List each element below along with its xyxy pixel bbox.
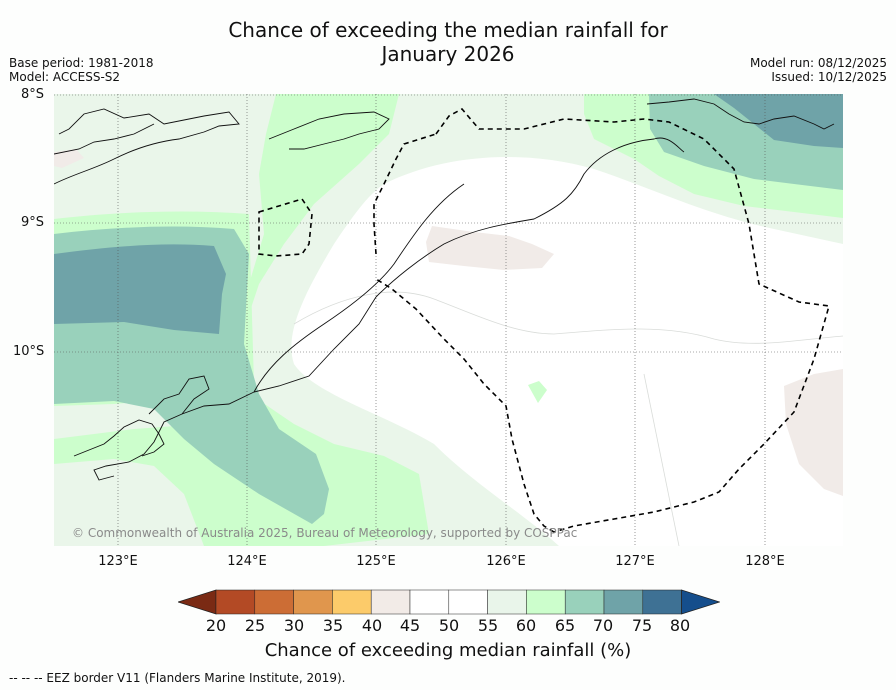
lon-label-123e: 123°E — [98, 554, 138, 569]
colorbar-label: Chance of exceeding median rainfall (%) — [264, 640, 632, 661]
coastline-sw-islands — [73, 419, 165, 457]
lon-label-127e: 127°E — [615, 554, 655, 569]
colorbar-segment — [409, 589, 450, 615]
colorbar-tick: 60 — [515, 616, 537, 635]
colorbar-tick: 70 — [592, 616, 614, 635]
issued-text: Issued: 10/12/2025 — [771, 70, 887, 84]
colorbar-tick: 55 — [477, 616, 499, 635]
coastline-north-islands-b — [54, 123, 155, 155]
colorbar-tick: 65 — [554, 616, 576, 635]
colorbar-tick: 80 — [669, 616, 691, 635]
base-period-text: Base period: 1981-2018 — [9, 56, 154, 70]
lat-label-9s: 9°S — [21, 215, 45, 230]
lon-label-125e: 125°E — [356, 554, 396, 569]
lon-label-128e: 128°E — [745, 554, 785, 569]
colorbar-segment — [642, 589, 682, 615]
eez-border-east — [435, 107, 831, 533]
title-line-1: Chance of exceeding the median rainfall … — [228, 18, 668, 42]
eez-footnote: -- -- -- EEZ border V11 (Flanders Marine… — [9, 671, 346, 685]
colorbar — [178, 589, 720, 615]
colorbar-tick: 35 — [322, 616, 344, 635]
coastline-north-islands — [54, 108, 240, 185]
band-60-65-blip — [528, 381, 547, 403]
eez-border-south — [375, 278, 555, 533]
lon-label-126e: 126°E — [486, 554, 526, 569]
band-40-45-patch-west — [54, 149, 84, 168]
eez-border-enclave — [258, 198, 313, 257]
colorbar-arrow-low — [178, 589, 217, 615]
colorbar-tick: 20 — [205, 616, 227, 635]
model-run-text: Model run: 08/12/2025 — [749, 56, 887, 70]
coastline-flores-east — [268, 111, 390, 150]
band-40-45-patch-center — [426, 226, 554, 270]
model-info: Base period: 1981-2018 Model: ACCESS-S2 — [9, 56, 154, 84]
graticule — [54, 94, 843, 546]
run-info: Model run: 08/12/2025 Issued: 10/12/2025 — [750, 56, 887, 84]
coastline-timor-east — [253, 183, 465, 393]
contour-line-b — [643, 373, 680, 546]
colorbar-segment — [526, 589, 566, 615]
lat-label-8s: 8°S — [21, 87, 45, 102]
band-40-45-patch-east — [784, 369, 843, 496]
colorbar-segment — [370, 589, 411, 615]
colorbar-tick: 45 — [399, 616, 421, 635]
colorbar-tick: 30 — [283, 616, 305, 635]
colorbar-tick: 25 — [244, 616, 266, 635]
coastline-west-islands — [148, 375, 210, 415]
colorbar-segment — [564, 589, 605, 615]
colorbar-tick: 75 — [631, 616, 653, 635]
eez-border — [258, 107, 831, 533]
colorbar-arrow-high — [681, 589, 720, 615]
colorbar-segment — [603, 589, 644, 615]
lat-label-10s: 10°S — [13, 344, 45, 359]
title-line-2: January 2026 — [381, 42, 515, 66]
contour-line-a — [293, 291, 843, 344]
map-title: Chance of exceeding the median rainfall … — [0, 18, 896, 66]
rainfall-map — [54, 94, 843, 546]
colorbar-segment — [487, 589, 527, 615]
copyright-notice: © Commonwealth of Australia 2025, Bureau… — [72, 526, 578, 540]
coastline-ne-island — [646, 98, 835, 130]
colorbar-tick: 50 — [438, 616, 460, 635]
lon-label-124e: 124°E — [227, 554, 267, 569]
colorbar-segment — [293, 589, 333, 615]
eez-border-north — [373, 133, 437, 255]
coastline-timor-north — [375, 137, 685, 298]
colorbar-segment — [448, 589, 488, 615]
band-70-75-northeast — [714, 94, 843, 148]
band-70-75-west — [54, 244, 226, 334]
model-text: Model: ACCESS-S2 — [9, 70, 121, 84]
colorbar-tick: 40 — [361, 616, 383, 635]
coastlines — [54, 98, 835, 481]
colorbar-segment — [254, 589, 294, 615]
colorbar-segment — [332, 589, 372, 615]
colorbar-segment — [215, 589, 256, 615]
